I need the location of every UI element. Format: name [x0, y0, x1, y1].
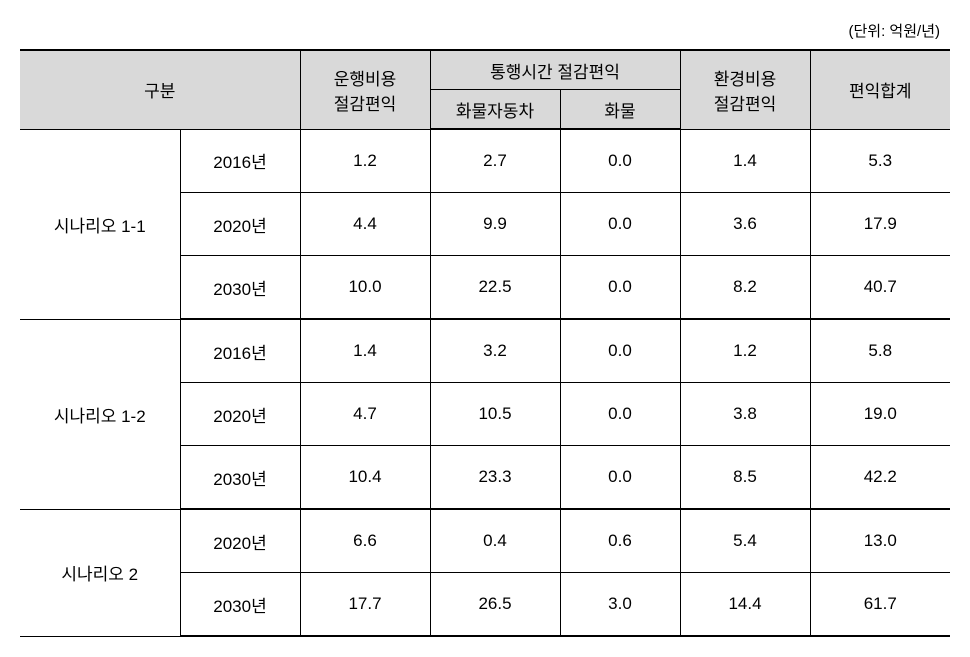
tt1-cell: 22.5: [430, 256, 560, 320]
total-cell: 40.7: [810, 256, 950, 320]
year-cell: 2020년: [180, 193, 300, 256]
tt1-cell: 26.5: [430, 573, 560, 637]
env-cell: 8.2: [680, 256, 810, 320]
env-cell: 1.2: [680, 319, 810, 383]
year-cell: 2030년: [180, 256, 300, 320]
tt1-cell: 10.5: [430, 383, 560, 446]
env-cell: 1.4: [680, 129, 810, 193]
env-cell: 14.4: [680, 573, 810, 637]
year-cell: 2020년: [180, 383, 300, 446]
op-cell: 6.6: [300, 509, 430, 573]
year-cell: 2020년: [180, 509, 300, 573]
env-cell: 3.6: [680, 193, 810, 256]
env-cell: 3.8: [680, 383, 810, 446]
header-env-cost: 환경비용 절감편익: [680, 50, 810, 129]
tt2-cell: 0.0: [560, 193, 680, 256]
tt2-cell: 0.0: [560, 256, 680, 320]
table-body: 시나리오 1-1 2016년 1.2 2.7 0.0 1.4 5.3 2020년…: [20, 129, 950, 636]
total-cell: 5.3: [810, 129, 950, 193]
total-cell: 42.2: [810, 446, 950, 510]
tt2-cell: 0.0: [560, 129, 680, 193]
total-cell: 13.0: [810, 509, 950, 573]
tt2-cell: 0.0: [560, 446, 680, 510]
unit-label: (단위: 억원/년): [20, 20, 950, 41]
header-category: 구분: [20, 50, 300, 129]
op-cell: 4.7: [300, 383, 430, 446]
tt2-cell: 0.0: [560, 319, 680, 383]
total-cell: 17.9: [810, 193, 950, 256]
header-travel-time: 통행시간 절감편익: [430, 50, 680, 90]
tt1-cell: 9.9: [430, 193, 560, 256]
tt2-cell: 0.6: [560, 509, 680, 573]
header-tt-truck: 화물자동차: [430, 90, 560, 130]
benefits-table: 구분 운행비용 절감편익 통행시간 절감편익 환경비용 절감편익 편익합계 화물…: [20, 49, 950, 637]
tt1-cell: 2.7: [430, 129, 560, 193]
op-cell: 1.2: [300, 129, 430, 193]
op-cell: 10.0: [300, 256, 430, 320]
table-row: 시나리오 1-1 2016년 1.2 2.7 0.0 1.4 5.3: [20, 129, 950, 193]
scenario-name: 시나리오 1-1: [20, 129, 180, 319]
table-row: 시나리오 1-2 2016년 1.4 3.2 0.0 1.2 5.8: [20, 319, 950, 383]
op-cell: 17.7: [300, 573, 430, 637]
scenario-name: 시나리오 2: [20, 509, 180, 636]
total-cell: 19.0: [810, 383, 950, 446]
header-tt-freight: 화물: [560, 90, 680, 130]
total-cell: 5.8: [810, 319, 950, 383]
op-cell: 4.4: [300, 193, 430, 256]
year-cell: 2016년: [180, 129, 300, 193]
tt1-cell: 0.4: [430, 509, 560, 573]
header-total: 편익합계: [810, 50, 950, 129]
env-cell: 8.5: [680, 446, 810, 510]
env-cell: 5.4: [680, 509, 810, 573]
year-cell: 2030년: [180, 446, 300, 510]
total-cell: 61.7: [810, 573, 950, 637]
year-cell: 2016년: [180, 319, 300, 383]
op-cell: 10.4: [300, 446, 430, 510]
year-cell: 2030년: [180, 573, 300, 637]
header-op-cost: 운행비용 절감편익: [300, 50, 430, 129]
scenario-name: 시나리오 1-2: [20, 319, 180, 509]
tt1-cell: 3.2: [430, 319, 560, 383]
tt1-cell: 23.3: [430, 446, 560, 510]
tt2-cell: 3.0: [560, 573, 680, 637]
tt2-cell: 0.0: [560, 383, 680, 446]
table-row: 시나리오 2 2020년 6.6 0.4 0.6 5.4 13.0: [20, 509, 950, 573]
op-cell: 1.4: [300, 319, 430, 383]
